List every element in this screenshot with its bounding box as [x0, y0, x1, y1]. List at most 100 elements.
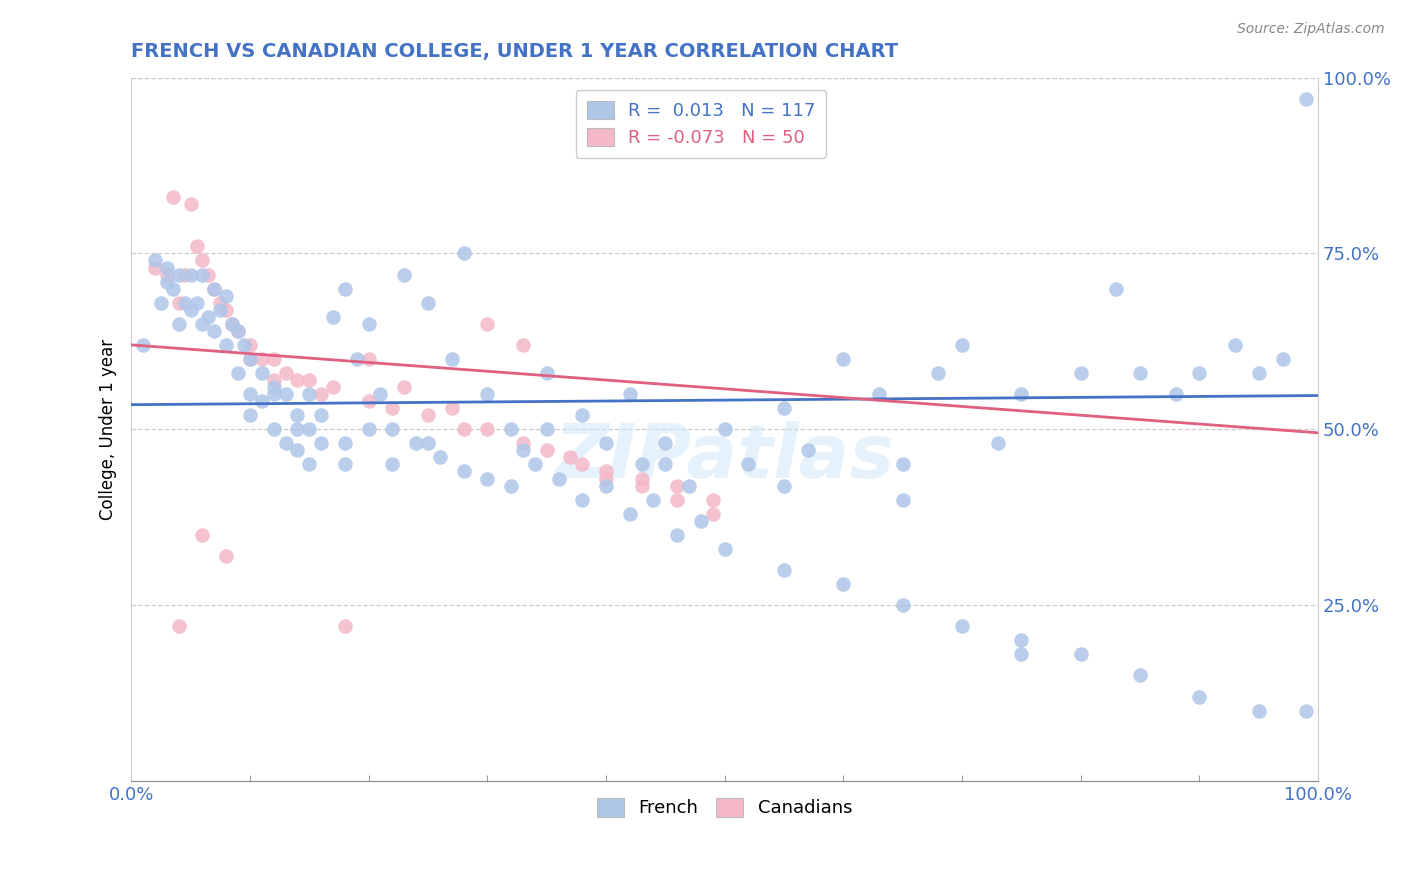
- Point: [309, 436, 332, 450]
- Point: [630, 471, 652, 485]
- Point: [239, 387, 262, 401]
- Point: [263, 387, 285, 401]
- Point: [1010, 648, 1032, 662]
- Point: [773, 478, 796, 492]
- Point: [571, 492, 593, 507]
- Point: [678, 478, 700, 492]
- Point: [239, 351, 262, 366]
- Point: [595, 478, 617, 492]
- Point: [1295, 704, 1317, 718]
- Point: [416, 295, 439, 310]
- Point: [333, 458, 356, 472]
- Point: [477, 317, 499, 331]
- Point: [394, 380, 416, 394]
- Point: [797, 443, 820, 458]
- Point: [287, 409, 309, 423]
- Text: FRENCH VS CANADIAN COLLEGE, UNDER 1 YEAR CORRELATION CHART: FRENCH VS CANADIAN COLLEGE, UNDER 1 YEAR…: [131, 42, 898, 61]
- Point: [1105, 282, 1128, 296]
- Point: [737, 458, 759, 472]
- Point: [149, 295, 172, 310]
- Point: [1070, 648, 1092, 662]
- Point: [156, 260, 179, 275]
- Point: [197, 310, 219, 324]
- Point: [690, 514, 713, 528]
- Point: [202, 282, 225, 296]
- Point: [215, 549, 238, 563]
- Point: [1010, 633, 1032, 648]
- Point: [309, 387, 332, 401]
- Point: [619, 387, 641, 401]
- Point: [987, 436, 1010, 450]
- Point: [191, 317, 214, 331]
- Point: [333, 282, 356, 296]
- Point: [536, 422, 558, 436]
- Point: [191, 528, 214, 542]
- Point: [209, 302, 232, 317]
- Point: [595, 465, 617, 479]
- Point: [453, 465, 475, 479]
- Point: [186, 239, 208, 253]
- Point: [167, 619, 190, 633]
- Point: [453, 246, 475, 260]
- Point: [274, 366, 297, 380]
- Point: [250, 351, 273, 366]
- Point: [1070, 366, 1092, 380]
- Point: [274, 436, 297, 450]
- Point: [191, 253, 214, 268]
- Point: [333, 436, 356, 450]
- Point: [619, 507, 641, 521]
- Point: [333, 619, 356, 633]
- Point: [499, 422, 522, 436]
- Point: [298, 373, 321, 387]
- Point: [167, 317, 190, 331]
- Point: [1295, 92, 1317, 106]
- Point: [453, 422, 475, 436]
- Point: [298, 458, 321, 472]
- Point: [499, 478, 522, 492]
- Point: [162, 282, 184, 296]
- Point: [250, 394, 273, 409]
- Point: [180, 302, 202, 317]
- Point: [1010, 387, 1032, 401]
- Point: [773, 401, 796, 416]
- Point: [381, 422, 404, 436]
- Point: [512, 338, 534, 352]
- Point: [1129, 366, 1152, 380]
- Point: [832, 577, 855, 591]
- Point: [666, 492, 689, 507]
- Point: [630, 478, 652, 492]
- Point: [832, 351, 855, 366]
- Point: [298, 422, 321, 436]
- Point: [477, 422, 499, 436]
- Point: [298, 387, 321, 401]
- Point: [132, 338, 155, 352]
- Point: [322, 380, 344, 394]
- Point: [357, 422, 380, 436]
- Point: [891, 492, 914, 507]
- Point: [654, 458, 676, 472]
- Point: [595, 471, 617, 485]
- Point: [523, 458, 546, 472]
- Point: [239, 338, 262, 352]
- Point: [357, 317, 380, 331]
- Point: [666, 478, 689, 492]
- Point: [309, 409, 332, 423]
- Point: [143, 260, 166, 275]
- Point: [654, 436, 676, 450]
- Point: [167, 268, 190, 282]
- Point: [429, 450, 451, 465]
- Point: [215, 338, 238, 352]
- Y-axis label: College, Under 1 year: College, Under 1 year: [100, 339, 117, 520]
- Point: [666, 528, 689, 542]
- Point: [143, 253, 166, 268]
- Point: [226, 366, 249, 380]
- Point: [197, 268, 219, 282]
- Point: [263, 351, 285, 366]
- Point: [322, 310, 344, 324]
- Point: [702, 492, 724, 507]
- Point: [1247, 366, 1270, 380]
- Point: [167, 295, 190, 310]
- Point: [630, 458, 652, 472]
- Point: [173, 295, 195, 310]
- Point: [156, 268, 179, 282]
